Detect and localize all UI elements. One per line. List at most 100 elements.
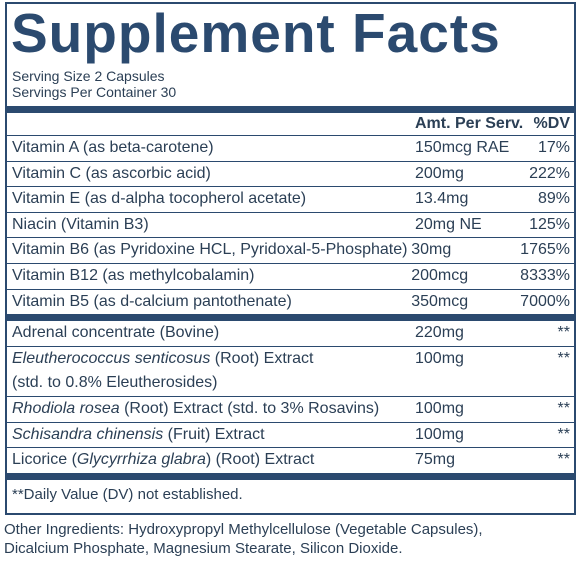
nutrient-row: Niacin (Vitamin B3) 20mg NE 125% (7, 213, 574, 238)
amount: 150mcg RAE (415, 139, 510, 156)
name-text: Schisandra chinensis (12, 425, 164, 443)
header-amount: Amt. Per Serv. (415, 115, 524, 132)
nutrient-name: Eleutherococcus senticosus (Root) Extrac… (7, 347, 415, 396)
name-text: Vitamin B6 (as Pyridoxine HCL, Pyridoxal… (12, 241, 408, 259)
name-text: Eleutherococcus senticosus (12, 349, 211, 367)
amount: 20mg NE (415, 215, 482, 233)
other-line: Dicalcium Phosphate, Magnesium Stearate,… (4, 540, 403, 557)
amount: 100mg (415, 399, 464, 417)
name-line: Adrenal concentrate (Bovine) (12, 321, 415, 346)
amount: 220mg (415, 324, 464, 342)
serving-line: Serving Size 2 Capsules (12, 68, 165, 84)
name-line: Niacin (Vitamin B3) (12, 213, 415, 238)
daily-value: ** (557, 399, 570, 417)
footnote: **Daily Value (DV) not established. (12, 485, 243, 503)
amount: 100mg (415, 349, 464, 367)
rule (7, 314, 574, 322)
amount: 350mcg (411, 292, 469, 310)
nutrient-row: Adrenal concentrate (Bovine) 220mg ** (7, 321, 574, 346)
nutrient-name: Vitamin B5 (as d-calcium pantothenate) (7, 290, 411, 315)
nutrient-row: Schisandra chinensis (Fruit) Extract 100m… (7, 423, 574, 448)
row-divider (7, 262, 574, 264)
nutrient-name: Rhodiola rosea (Root) Extract (std. to 3… (7, 397, 415, 422)
name-line: Vitamin B5 (as d-calcium pantothenate) (12, 290, 411, 315)
name-line: Vitamin C (as ascorbic acid) (12, 162, 415, 187)
name-line: Vitamin E (as d-alpha tocopherol acetate… (12, 187, 415, 212)
name-text: Niacin (Vitamin B3) (12, 215, 149, 233)
nutrient-row: Vitamin A (as beta-carotene) 150mcg RAE 17… (7, 136, 574, 161)
nutrient-row: Rhodiola rosea (Root) Extract (std. to 3… (7, 397, 574, 422)
facts-panel: Supplement Facts Serving Size 2 Capsules… (5, 2, 576, 515)
daily-value: 8333% (520, 266, 570, 284)
name-line: Schisandra chinensis (Fruit) Extract (12, 423, 415, 448)
name-line: Eleutherococcus senticosus (Root) Extrac… (12, 347, 415, 372)
row-divider (7, 345, 574, 347)
name-text: Rhodiola rosea (12, 399, 120, 417)
amount: 200mcg (411, 266, 469, 284)
nutrient-name: Vitamin C (as ascorbic acid) (7, 162, 415, 187)
serving-info: Serving Size 2 Capsules Servings Per Con… (7, 66, 574, 100)
nutrient-name: Adrenal concentrate (Bovine) (7, 321, 415, 346)
nutrient-row: Eleutherococcus senticosus (Root) Extrac… (7, 347, 574, 396)
header-dv: %DV (533, 115, 570, 132)
daily-value: 89% (537, 190, 570, 208)
name-line: Rhodiola rosea (Root) Extract (std. to 3… (12, 397, 415, 422)
nutrient-row: Vitamin E (as d-alpha tocopherol acetate… (7, 187, 574, 212)
daily-value: ** (557, 451, 570, 469)
name-text: Vitamin B12 (as methylcobalamin) (12, 266, 255, 284)
row-divider (7, 211, 574, 213)
name-text: Glycyrrhiza glabra (76, 451, 206, 469)
nutrient-name: Niacin (Vitamin B3) (7, 213, 415, 238)
name-text: (Root) Extract (std. to 3% Rosavins) (119, 399, 380, 417)
daily-value: 222% (529, 164, 570, 182)
daily-value: 7000% (520, 292, 570, 310)
nutrient-name: Vitamin B12 (as methylcobalamin) (7, 264, 411, 289)
nutrient-name: Vitamin B6 (as Pyridoxine HCL, Pyridoxal… (7, 238, 411, 263)
rule (7, 472, 574, 480)
nutrient-name: Schisandra chinensis (Fruit) Extract (7, 423, 415, 448)
daily-value: 17% (537, 139, 570, 156)
name-text: (std. to 0.8% Eleutherosides) (12, 374, 218, 392)
name-line: Vitamin A (as beta-carotene) (12, 136, 415, 161)
other-ingredients: Other Ingredients: Hydroxypropyl Methylc… (4, 520, 483, 558)
rule (7, 135, 574, 136)
daily-value: 125% (529, 215, 570, 233)
header-row: Amt. Per Serv. %DV (7, 113, 574, 135)
amount: 100mg (415, 425, 464, 443)
row-divider (7, 288, 574, 290)
name-text: Licorice ( (12, 451, 77, 469)
nutrient-row: Vitamin C (as ascorbic acid) 200mg 222% (7, 162, 574, 187)
name-text: Vitamin E (as d-alpha tocopherol acetate… (12, 190, 307, 208)
nutrient-row: Vitamin B5 (as d-calcium pantothenate) 35… (7, 290, 574, 315)
amount: 13.4mg (415, 190, 469, 208)
nutrient-name: Licorice (Glycyrrhiza glabra) (Root) Ext… (7, 448, 415, 473)
name-text: (Fruit) Extract (163, 425, 265, 443)
row-divider (7, 237, 574, 239)
serving-line: Servings Per Container 30 (12, 84, 177, 100)
nutrient-name: Vitamin A (as beta-carotene) (7, 136, 415, 161)
name-text: (Root) Extract (210, 349, 314, 367)
name-text: Vitamin A (as beta-carotene) (12, 139, 214, 156)
rule (7, 106, 574, 113)
nutrient-row: Licorice (Glycyrrhiza glabra) (Root) Ext… (7, 448, 574, 473)
row-divider (7, 421, 574, 423)
nutrient-name: Vitamin E (as d-alpha tocopherol acetate… (7, 187, 415, 212)
name-line: Vitamin B12 (as methylcobalamin) (12, 264, 411, 289)
name-text: ) (Root) Extract (205, 451, 315, 469)
other-line: Other Ingredients: Hydroxypropyl Methylc… (4, 521, 483, 538)
row-divider (7, 186, 574, 188)
name-text: Vitamin B5 (as d-calcium pantothenate) (12, 292, 292, 310)
row-divider (7, 395, 574, 397)
row-divider (7, 160, 574, 162)
daily-value: ** (557, 425, 570, 443)
name-text: Vitamin C (as ascorbic acid) (12, 164, 211, 182)
nutrient-row: Vitamin B6 (as Pyridoxine HCL, Pyridoxal… (7, 238, 574, 263)
name-line: Vitamin B6 (as Pyridoxine HCL, Pyridoxal… (12, 238, 411, 263)
row-divider (7, 447, 574, 449)
amount: 75mg (415, 451, 456, 469)
daily-value: ** (557, 349, 570, 367)
amount: 200mg (415, 164, 464, 182)
name-text: Adrenal concentrate (Bovine) (12, 324, 220, 342)
header-name (7, 113, 415, 135)
